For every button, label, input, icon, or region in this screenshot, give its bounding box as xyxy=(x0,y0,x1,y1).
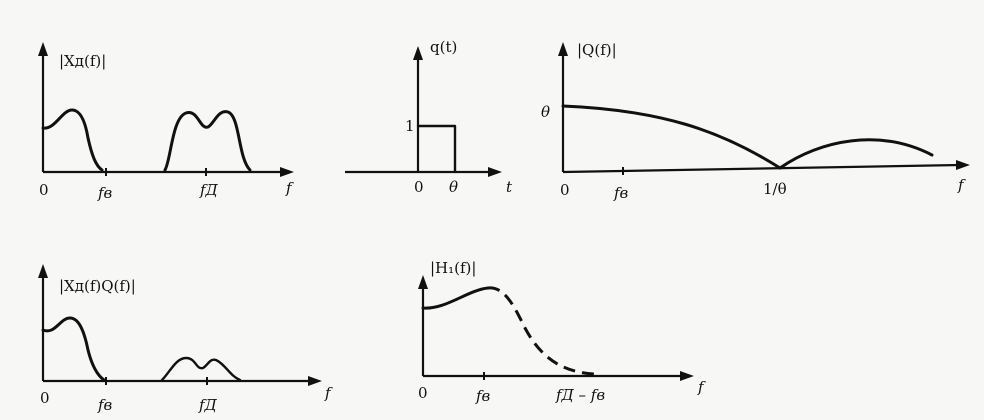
panel-xd-spectrum: |Xд(f)| 0 fв fД f xyxy=(38,42,294,202)
xd-f-axis-label: f xyxy=(285,179,294,197)
Q-zero-label: 0 xyxy=(560,181,570,199)
xq-ylabel: |Xд(f)Q(f)| xyxy=(59,277,136,295)
q-t-axis-label: t xyxy=(506,178,513,196)
xq-x-arrow xyxy=(308,376,322,386)
xd-baseband-lobe xyxy=(41,108,104,172)
h1-transition-dashed xyxy=(487,286,595,376)
Q-theta-label: θ xyxy=(541,103,550,121)
h1-ylabel: |H₁(f)| xyxy=(430,259,476,277)
Q-inv-theta-label: 1/θ xyxy=(763,180,787,198)
q-ylabel: q(t) xyxy=(430,38,457,56)
xd-fv-label: fв xyxy=(97,184,113,202)
panel-xdq-spectrum: |Xд(f)Q(f)| 0 fв fД f xyxy=(38,264,333,414)
xq-baseband-lobe xyxy=(41,316,106,382)
q-theta-label: θ xyxy=(449,178,458,196)
h1-x-arrow xyxy=(680,371,694,381)
xd-x-arrow xyxy=(280,167,294,177)
xd-ylabel: |Xд(f)| xyxy=(59,52,106,70)
q-one-label: 1 xyxy=(405,117,415,135)
Q-f-axis-label: f xyxy=(957,176,966,194)
xq-f-axis-label: f xyxy=(324,384,333,402)
h1-y-arrow xyxy=(418,275,428,289)
Q-fv-label: fв xyxy=(613,184,629,202)
Q-x-arrow xyxy=(956,160,970,170)
xq-y-arrow xyxy=(38,264,48,278)
h1-zero-label: 0 xyxy=(418,384,428,402)
h1-passband-curve xyxy=(421,286,490,310)
Q-side-lobe xyxy=(778,138,934,170)
xd-fd-label: fД xyxy=(199,181,219,199)
xq-fd-label: fД xyxy=(198,396,218,414)
xq-zero-label: 0 xyxy=(40,389,50,407)
q-y-arrow xyxy=(413,46,423,60)
xq-image-lobe xyxy=(160,356,242,382)
panel-q-pulse: q(t) 1 0 θ t xyxy=(345,38,513,196)
h1-fdiff-label: fД – fв xyxy=(555,386,605,404)
xd-image-lobe xyxy=(163,110,252,172)
xd-y-arrow xyxy=(38,42,48,56)
q-x-arrow xyxy=(488,167,502,177)
q-zero-label: 0 xyxy=(414,178,424,196)
panel-Q-spectrum: |Q(f)| θ 0 fв 1/θ f xyxy=(541,41,970,202)
Q-ylabel: |Q(f)| xyxy=(577,41,617,59)
xq-fv-label: fв xyxy=(97,396,113,414)
h1-f-axis-label: f xyxy=(697,378,706,396)
panel-h1-response: |H₁(f)| 0 fв fД – fв f xyxy=(418,259,706,405)
Q-y-arrow xyxy=(558,42,568,56)
Q-x-axis xyxy=(562,163,961,174)
h1-fv-label: fв xyxy=(475,387,491,405)
q-rect-pulse xyxy=(416,124,457,174)
xd-zero-label: 0 xyxy=(39,181,49,199)
Q-main-lobe xyxy=(561,104,782,170)
